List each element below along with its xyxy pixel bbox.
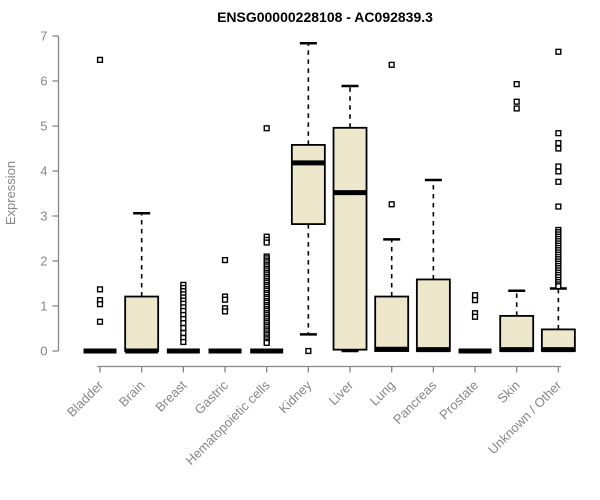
y-axis-title: Expression — [3, 161, 18, 225]
outlier-gastric — [221, 308, 229, 315]
outlier-prostate — [471, 297, 479, 304]
outlier-unknown-other — [555, 145, 562, 152]
outlier-breast — [180, 329, 187, 337]
outlier-bladder — [96, 56, 104, 63]
outlier-gastric — [221, 257, 229, 264]
y-tick-label: 2 — [40, 254, 47, 269]
x-tick-label: Prostate — [436, 378, 481, 423]
x-tick-label: Pancreas — [390, 377, 440, 427]
outlier-lung — [388, 201, 395, 208]
y-tick-label: 7 — [40, 29, 47, 44]
x-tick-label: Breast — [152, 377, 189, 414]
x-tick-label: Lung — [367, 378, 398, 409]
y-tick-label: 6 — [40, 74, 47, 89]
outlier-unknown-other — [555, 48, 562, 55]
outlier-skin — [513, 105, 520, 112]
outlier-unknown-other — [555, 168, 562, 175]
x-tick-label: Gastric — [191, 377, 231, 417]
y-tick-label: 4 — [40, 164, 47, 179]
outlier-breast — [180, 320, 187, 327]
y-tick-label: 0 — [40, 344, 47, 359]
outlier-kidney — [305, 347, 312, 355]
chart-title: ENSG00000228108 - AC092839.3 — [217, 9, 433, 25]
outlier-hematopoietic-cells — [263, 239, 270, 246]
box-liver — [332, 126, 368, 351]
outlier-bladder — [96, 301, 104, 308]
x-tick-label: Skin — [494, 378, 522, 406]
x-tick-label: Brain — [116, 378, 148, 410]
box-brain — [124, 295, 160, 352]
outlier-unknown-other — [555, 178, 562, 185]
outlier-bladder — [96, 286, 104, 293]
x-tick-label: Kidney — [276, 377, 315, 416]
outlier-breast — [180, 324, 187, 332]
x-tick-label: Unknown / Other — [485, 377, 565, 457]
outlier-gastric — [221, 296, 229, 303]
outlier-skin — [513, 98, 520, 105]
outlier-hematopoietic-cells — [263, 125, 270, 132]
outlier-prostate — [471, 292, 479, 299]
outlier-unknown-other — [555, 139, 562, 147]
outlier-unknown-other — [555, 203, 562, 210]
outlier-skin — [513, 81, 520, 88]
outlier-breast — [180, 338, 187, 346]
outlier-unknown-other — [555, 283, 562, 290]
box-pancreas — [415, 278, 451, 352]
box-kidney — [290, 143, 326, 225]
outlier-unknown-other — [555, 163, 562, 170]
box-skin — [499, 314, 535, 352]
outlier-unknown-other — [555, 130, 562, 137]
outlier-bladder — [96, 318, 104, 325]
y-tick-label: 5 — [40, 119, 47, 134]
y-tick-label: 1 — [40, 299, 47, 314]
outlier-prostate — [471, 313, 479, 320]
y-tick-label: 3 — [40, 209, 47, 224]
x-tick-label: Liver — [326, 377, 357, 408]
outlier-lung — [388, 61, 395, 68]
x-tick-label: Bladder — [64, 377, 107, 420]
box-lung — [374, 295, 410, 352]
outlier-hematopoietic-cells — [263, 339, 270, 347]
